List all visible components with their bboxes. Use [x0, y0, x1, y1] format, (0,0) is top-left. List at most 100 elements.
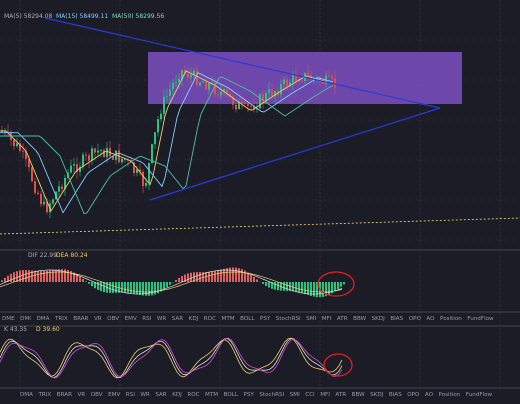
candle-body — [154, 132, 156, 144]
macd-bar — [283, 282, 285, 291]
indicator-tab[interactable]: OPO — [409, 316, 422, 322]
indicator-tab[interactable]: MTM — [222, 316, 235, 322]
indicator-tab[interactable]: WR — [140, 392, 150, 398]
indicator-tab[interactable]: SKDJ — [372, 316, 386, 322]
indicator-tab[interactable]: AO — [426, 316, 435, 322]
indicator-tab[interactable]: SAR — [155, 392, 166, 398]
indicator-tab[interactable]: PSY — [260, 316, 271, 322]
candle-body — [142, 172, 144, 186]
candle-body — [73, 164, 75, 166]
macd-bar — [55, 269, 57, 282]
macd-bar — [253, 277, 255, 282]
ma-legend: MA(15) 58499.11 — [56, 13, 108, 20]
indicator-tab[interactable]: VR — [77, 392, 85, 398]
candle-body — [169, 89, 171, 96]
macd-bar — [166, 282, 168, 287]
indicator-tab[interactable]: MTM — [205, 392, 218, 398]
indicator-tabs: DME DMI DMA TRIX BRAR VR OBV EMV RSI WR SAR KDJ ROC M… — [2, 316, 494, 322]
indicator-tab[interactable]: BBW — [352, 392, 365, 398]
indicator-tab[interactable]: Position — [439, 392, 461, 398]
indicator-tab[interactable]: FundFlow — [467, 316, 494, 322]
kdj-legend: D 39.60 — [36, 326, 60, 333]
indicator-tab[interactable]: SMI — [290, 392, 300, 398]
indicator-tab[interactable]: BRAR — [57, 392, 72, 398]
candle-body — [40, 194, 42, 204]
macd-bar — [151, 282, 153, 295]
indicator-tab[interactable]: BOLL — [224, 392, 239, 398]
indicator-tab[interactable]: KDJ — [189, 316, 199, 322]
indicator-tab[interactable]: KDJ — [172, 392, 182, 398]
macd-bar — [241, 269, 243, 282]
indicator-tab[interactable]: SKDJ — [370, 392, 384, 398]
candle-body — [166, 96, 168, 97]
indicator-tab[interactable]: BRAR — [73, 316, 88, 322]
candle-body — [205, 82, 207, 90]
indicator-tab[interactable]: RSI — [142, 316, 151, 322]
indicator-tab[interactable]: BIAS — [390, 316, 403, 322]
macd-bar — [124, 282, 126, 293]
indicator-tab[interactable]: MFI — [322, 316, 332, 322]
indicator-tab[interactable]: FundFlow — [466, 392, 493, 398]
macd-bar — [322, 282, 324, 297]
indicator-tab[interactable]: VR — [94, 316, 102, 322]
indicator-tab[interactable]: ROC — [204, 316, 216, 322]
macd-bar — [277, 282, 279, 290]
macd-bar — [235, 268, 237, 282]
macd-bar — [43, 271, 45, 282]
indicator-tab[interactable]: ATR — [337, 316, 348, 322]
macd-bar — [265, 282, 267, 286]
indicator-tab[interactable]: ROC — [187, 392, 199, 398]
indicator-tab[interactable]: EMV — [125, 316, 137, 322]
indicator-tab[interactable]: BOLL — [240, 316, 255, 322]
indicator-tab[interactable]: SAR — [172, 316, 183, 322]
indicator-tab[interactable]: OPO — [407, 392, 420, 398]
indicator-tab[interactable]: CCI — [305, 392, 315, 398]
indicator-tab[interactable]: DME — [2, 316, 15, 322]
indicator-tab[interactable]: DMI — [20, 316, 31, 322]
indicator-tab[interactable]: OBV — [91, 392, 103, 398]
macd-bar — [304, 282, 306, 294]
candle-body — [52, 199, 54, 203]
candle-body — [31, 167, 33, 181]
macd-bar — [10, 274, 12, 282]
indicator-tab[interactable]: BIAS — [389, 392, 402, 398]
indicator-tab[interactable]: TRIX — [37, 392, 51, 398]
indicator-tab[interactable]: PSY — [243, 392, 254, 398]
macd-bar — [175, 280, 177, 282]
macd-bar — [130, 282, 132, 293]
candle-body — [157, 119, 159, 132]
macd-bar — [13, 272, 15, 282]
candle-body — [217, 94, 219, 95]
indicator-tab[interactable]: WR — [157, 316, 167, 322]
candle-body — [235, 105, 237, 109]
candle-body — [145, 183, 147, 186]
macd-bar — [169, 282, 171, 285]
indicator-tab[interactable]: Position — [440, 316, 462, 322]
indicator-tab[interactable]: SMI — [306, 316, 316, 322]
candle-body — [85, 155, 87, 156]
indicator-tab[interactable]: RSI — [126, 392, 135, 398]
indicator-tab[interactable]: MFI — [320, 392, 330, 398]
indicator-tab[interactable]: StochRSI — [259, 392, 284, 398]
candle-body — [286, 79, 288, 86]
indicator-tab[interactable]: ATR — [335, 392, 346, 398]
candle-body — [259, 94, 261, 108]
macd-bar — [187, 273, 189, 282]
indicator-tab[interactable]: StochRSI — [276, 316, 301, 322]
macd-bar — [199, 272, 201, 282]
macd-bar — [343, 282, 345, 284]
indicator-tab[interactable]: OBV — [107, 316, 119, 322]
macd-bar — [37, 271, 39, 282]
candle-body — [4, 131, 6, 132]
indicator-tab[interactable]: BBW — [353, 316, 366, 322]
candle-body — [43, 202, 45, 205]
macd-bar — [1, 280, 3, 282]
indicator-tab[interactable]: TRIX — [54, 316, 68, 322]
indicator-tab[interactable]: AO — [425, 392, 434, 398]
indicator-tab[interactable]: DMA — [20, 392, 33, 398]
candle-body — [70, 166, 72, 173]
candle-body — [172, 83, 174, 90]
indicator-tab[interactable]: DMA — [36, 316, 49, 322]
indicator-tab[interactable]: EMV — [108, 392, 120, 398]
